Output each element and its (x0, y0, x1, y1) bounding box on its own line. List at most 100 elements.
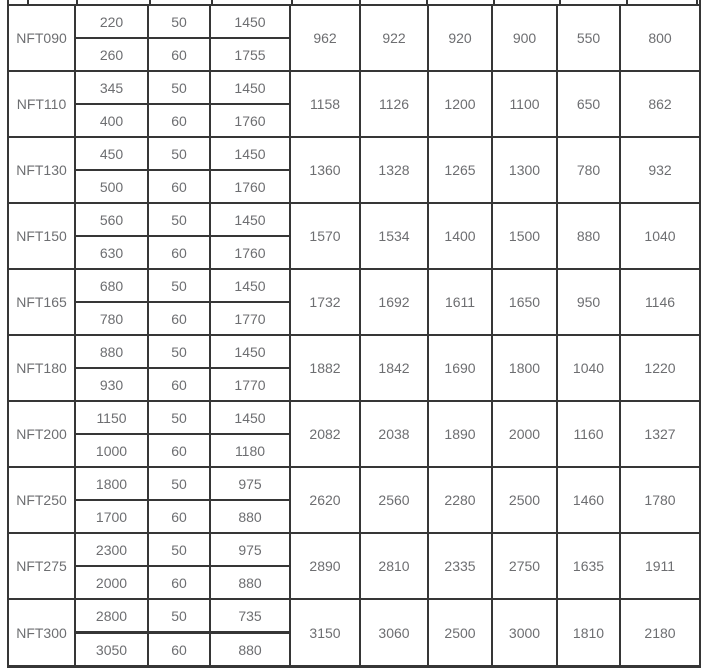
table-row: 2000 60 880 (8, 565, 700, 600)
table-row: 400 60 1760 (8, 103, 700, 138)
merged-value-cell: 550 (556, 4, 621, 72)
merged-value-cell: 2560 (359, 466, 429, 534)
merged-value-cell: 1732 (289, 268, 361, 336)
sub-value-cell: 1700 (74, 499, 149, 534)
table-row: NFT275 2300 50 975 2890 2810 2335 2750 1635 1911 (7, 532, 701, 600)
merged-value-cell: 2890 (289, 532, 361, 600)
merged-value-cell: 2335 (427, 532, 493, 600)
sub-value-cell: 50 (147, 70, 211, 105)
merged-value-cell: 1842 (359, 334, 429, 402)
merged-value-cell: 800 (619, 4, 701, 72)
sub-value-cell: 1450 (209, 70, 291, 105)
model-cell: NFT130 (7, 136, 76, 204)
sub-value-cell: 220 (74, 4, 149, 39)
merged-value-cell: 1158 (289, 70, 361, 138)
model-cell: NFT300 (7, 598, 76, 668)
table-row: NFT300 2800 50 735 3150 3060 2500 3000 1810 2180 (7, 598, 701, 668)
merged-value-cell: 2500 (427, 598, 493, 668)
sub-value-cell: 50 (147, 400, 211, 435)
table-row: NFT250 1800 50 975 2620 2560 2280 2500 1460 1780 (7, 466, 701, 534)
sub-value-cell: 1180 (209, 433, 291, 468)
sub-value-cell: 50 (147, 4, 211, 39)
sub-value-cell: 780 (74, 301, 149, 336)
table-row: 630 60 1760 (8, 235, 700, 270)
cutoff-row-grid-line (426, 0, 428, 4)
cutoff-row-grid-line (211, 0, 213, 4)
table-row: NFT150 560 50 1450 1570 1534 1400 1500 880 1040 (7, 202, 701, 270)
sub-value-cell: 1000 (74, 433, 149, 468)
sub-value-cell: 60 (147, 235, 211, 270)
merged-value-cell: 932 (619, 136, 701, 204)
table-row: 260 60 1755 (8, 37, 700, 72)
merged-value-cell: 1146 (619, 268, 701, 336)
sub-value-cell: 1450 (209, 136, 291, 171)
model-cell: NFT110 (7, 70, 76, 138)
merged-value-cell: 1882 (289, 334, 361, 402)
merged-value-cell: 2082 (289, 400, 361, 468)
model-cell: NFT165 (7, 268, 76, 336)
merged-value-cell: 2620 (289, 466, 361, 534)
table-row: 500 60 1760 (8, 169, 700, 204)
cutoff-row-grid-line (559, 0, 561, 4)
sub-value-cell: 450 (74, 136, 149, 171)
merged-value-cell: 880 (556, 202, 621, 270)
sub-value-cell: 1150 (74, 400, 149, 435)
merged-value-cell: 1220 (619, 334, 701, 402)
sub-value-cell: 345 (74, 70, 149, 105)
sub-value-cell: 735 (209, 598, 291, 634)
model-cell: NFT150 (7, 202, 76, 270)
merged-value-cell: 1890 (427, 400, 493, 468)
sub-value-cell: 60 (147, 565, 211, 600)
sub-value-cell: 1770 (209, 301, 291, 336)
merged-value-cell: 2000 (491, 400, 558, 468)
sub-value-cell: 60 (147, 499, 211, 534)
merged-value-cell: 1265 (427, 136, 493, 204)
merged-value-cell: 1160 (556, 400, 621, 468)
spec-table: NFT090 220 50 1450 962 922 920 900 550 800 260 60 17… (7, 4, 701, 668)
spec-table-body: NFT090 220 50 1450 962 922 920 900 550 800 260 60 17… (7, 4, 701, 668)
table-row: 3050 60 880 (8, 631, 700, 668)
sub-value-cell: 1770 (209, 367, 291, 402)
sub-value-cell: 60 (147, 433, 211, 468)
spec-table-container: NFT090 220 50 1450 962 922 920 900 550 800 260 60 17… (7, 0, 701, 668)
table-row: 930 60 1770 (8, 367, 700, 402)
sub-value-cell: 60 (147, 169, 211, 204)
merged-value-cell: 1780 (619, 466, 701, 534)
sub-value-cell: 260 (74, 37, 149, 72)
table-row: NFT130 450 50 1450 1360 1328 1265 1300 780 932 (7, 136, 701, 204)
sub-value-cell: 1755 (209, 37, 291, 72)
merged-value-cell: 1690 (427, 334, 493, 402)
sub-value-cell: 1450 (209, 202, 291, 237)
sub-value-cell: 1450 (209, 268, 291, 303)
sub-value-cell: 880 (209, 631, 291, 668)
sub-value-cell: 975 (209, 532, 291, 567)
sub-value-cell: 50 (147, 202, 211, 237)
merged-value-cell: 1810 (556, 598, 621, 668)
sub-value-cell: 50 (147, 466, 211, 501)
cutoff-row-grid-line (626, 0, 628, 4)
merged-value-cell: 1635 (556, 532, 621, 600)
table-row: NFT180 880 50 1450 1882 1842 1690 1800 1040 1220 (7, 334, 701, 402)
sub-value-cell: 500 (74, 169, 149, 204)
sub-value-cell: 1760 (209, 103, 291, 138)
merged-value-cell: 950 (556, 268, 621, 336)
merged-value-cell: 2500 (491, 466, 558, 534)
table-row: NFT090 220 50 1450 962 922 920 900 550 800 (7, 4, 701, 72)
merged-value-cell: 1400 (427, 202, 493, 270)
merged-value-cell: 2038 (359, 400, 429, 468)
merged-value-cell: 920 (427, 4, 493, 72)
merged-value-cell: 922 (359, 4, 429, 72)
sub-value-cell: 50 (147, 598, 211, 634)
merged-value-cell: 1328 (359, 136, 429, 204)
sub-value-cell: 60 (147, 37, 211, 72)
merged-value-cell: 1126 (359, 70, 429, 138)
model-cell: NFT180 (7, 334, 76, 402)
cutoff-row-grid-line (696, 0, 698, 4)
sub-value-cell: 880 (209, 499, 291, 534)
cutoff-row-grid-line (291, 0, 293, 4)
model-cell: NFT200 (7, 400, 76, 468)
merged-value-cell: 1800 (491, 334, 558, 402)
sub-value-cell: 1760 (209, 169, 291, 204)
sub-value-cell: 2800 (74, 598, 149, 634)
merged-value-cell: 1360 (289, 136, 361, 204)
